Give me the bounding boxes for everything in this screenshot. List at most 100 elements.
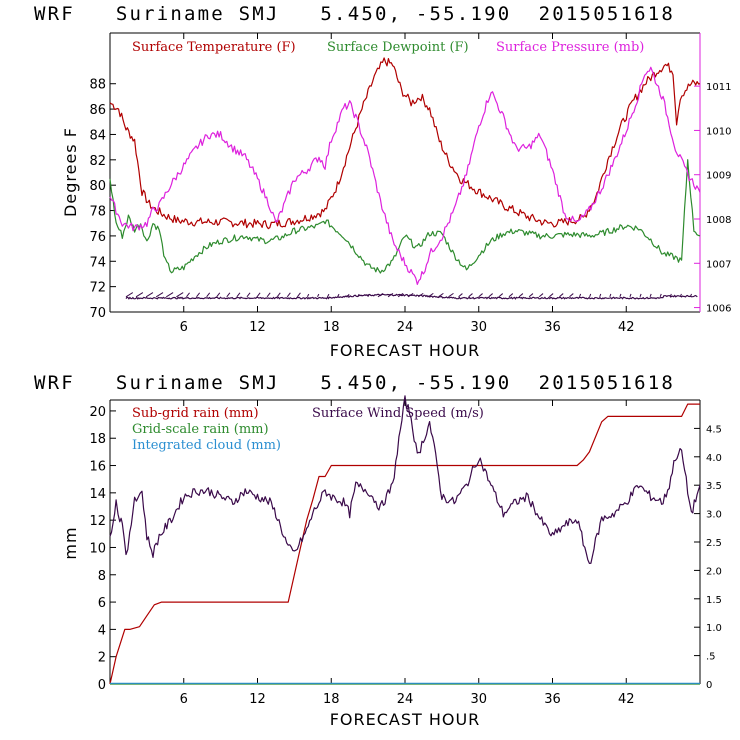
wind-barb bbox=[155, 292, 164, 298]
wind-barb bbox=[458, 293, 463, 298]
wind-barb bbox=[256, 292, 261, 298]
y2-tick-label: 1006 bbox=[706, 304, 731, 315]
wind-barb bbox=[518, 293, 524, 298]
y2-tick-label: 4.0 bbox=[706, 453, 722, 464]
wind-barb bbox=[135, 292, 144, 298]
wind-barb bbox=[599, 293, 602, 297]
wind-barb bbox=[468, 293, 473, 298]
y-tick-label: 16 bbox=[89, 460, 106, 475]
wind-barb bbox=[186, 292, 190, 298]
y-tick-label: 14 bbox=[89, 487, 106, 502]
series-sub-grid-rain-mm-line bbox=[109, 403, 700, 685]
wind-barb bbox=[639, 293, 642, 297]
legend-entry: Integrated cloud (mm) bbox=[132, 438, 281, 453]
x-tick-label: 24 bbox=[397, 692, 414, 707]
y-tick-label: 76 bbox=[89, 230, 106, 245]
x-tick-label: 18 bbox=[323, 692, 340, 707]
series-surface-temperature-f-line bbox=[109, 57, 701, 230]
x-tick-label: 42 bbox=[618, 692, 635, 707]
x-tick-label: 30 bbox=[470, 692, 487, 707]
y2-tick-label: 2.5 bbox=[706, 538, 722, 549]
x-tick-label: 18 bbox=[323, 320, 340, 335]
wind-barb bbox=[579, 293, 582, 297]
y-tick-label: 80 bbox=[89, 179, 106, 194]
chart-panel-2: 6 12 18 24 30 36 42024681012141618200.51.01.52… bbox=[61, 395, 722, 729]
y2-tick-label: 2.0 bbox=[706, 566, 722, 577]
wind-barb bbox=[609, 293, 612, 297]
wind-barb bbox=[659, 293, 662, 297]
y2-tick-label: 1010 bbox=[706, 126, 731, 137]
y-tick-label: 4 bbox=[98, 623, 106, 638]
wind-barb bbox=[226, 292, 231, 298]
x-tick-label: 6 bbox=[180, 320, 188, 335]
wind-barb bbox=[206, 292, 211, 298]
y-tick-label: 70 bbox=[89, 306, 106, 321]
y-tick-label: 20 bbox=[89, 405, 106, 420]
wind-barb bbox=[377, 292, 384, 298]
wind-barb bbox=[276, 292, 281, 298]
wind-barb bbox=[679, 293, 682, 297]
y2-tick-label: 1007 bbox=[706, 259, 731, 270]
wind-barb bbox=[689, 293, 692, 297]
y2-tick-label: 1.0 bbox=[706, 623, 722, 634]
x-axis-title: FORECAST HOUR bbox=[330, 341, 481, 360]
legend-entry: Sub-grid rain (mm) bbox=[132, 406, 259, 421]
wind-barb bbox=[438, 292, 444, 298]
wind-barb bbox=[337, 293, 340, 298]
y2-tick-label: 1009 bbox=[706, 171, 731, 182]
x-tick-label: 24 bbox=[397, 320, 414, 335]
y2-tick-label: .5 bbox=[706, 652, 716, 663]
wind-barb-shaft bbox=[125, 293, 698, 300]
wind-barb bbox=[266, 292, 271, 298]
y2-tick-label: 0 bbox=[706, 680, 712, 691]
x-tick-label: 6 bbox=[180, 692, 188, 707]
legend-entry: Surface Wind Speed (m/s) bbox=[312, 406, 484, 421]
x-axis-title: FORECAST HOUR bbox=[330, 710, 481, 729]
chart-panel-1: 6 12 18 24 30 36 42 70 72 74 76 78 80 82 84 86 88 1006 100… bbox=[61, 32, 731, 360]
wind-barb bbox=[498, 293, 504, 298]
series-surface-pressure-mb-line bbox=[109, 66, 701, 285]
x-tick-label: 30 bbox=[470, 320, 487, 335]
y-tick-label: 18 bbox=[89, 432, 106, 447]
legend-entry: Surface Dewpoint (F) bbox=[327, 40, 469, 55]
y2-tick-label: 1008 bbox=[706, 215, 731, 226]
wind-barb bbox=[559, 293, 564, 298]
y-tick-label: 82 bbox=[89, 154, 106, 169]
series-surface-dewpoint-f-line bbox=[109, 159, 701, 274]
wind-barb bbox=[538, 293, 544, 298]
y2-tick-label: 3.5 bbox=[706, 481, 722, 492]
y-tick-label: 12 bbox=[89, 514, 106, 529]
x-tick-label: 36 bbox=[544, 692, 561, 707]
y2-tick-label: 1011 bbox=[706, 82, 731, 93]
wind-barb bbox=[649, 293, 652, 297]
y2-tick-label: 4.5 bbox=[706, 424, 722, 435]
legend-entry: Surface Temperature (F) bbox=[132, 40, 296, 55]
y-tick-label: 8 bbox=[98, 569, 106, 584]
wind-barb bbox=[327, 293, 330, 298]
wind-barb bbox=[619, 293, 622, 297]
x-tick-label: 12 bbox=[249, 320, 266, 335]
y-tick-label: 88 bbox=[89, 78, 106, 93]
x-tick-label: 12 bbox=[249, 692, 266, 707]
wind-barb bbox=[508, 293, 514, 298]
y-tick-label: 2 bbox=[98, 651, 106, 666]
wind-barb bbox=[125, 292, 134, 298]
wind-barb bbox=[448, 292, 454, 298]
wind-barb bbox=[246, 292, 251, 298]
wind-barb bbox=[347, 293, 350, 298]
wind-barb bbox=[488, 293, 493, 298]
wind-barb bbox=[629, 293, 632, 297]
wind-barb bbox=[478, 293, 483, 298]
wind-barbs bbox=[125, 292, 698, 300]
wind-barb bbox=[236, 292, 241, 298]
x-tick-label: 36 bbox=[544, 320, 561, 335]
wind-barb bbox=[306, 293, 310, 298]
y-tick-label: 10 bbox=[89, 541, 106, 556]
wind-barb bbox=[145, 292, 154, 298]
y-axis-title: Degrees F bbox=[61, 127, 80, 217]
y-axis-title: mm bbox=[61, 526, 80, 559]
y-tick-label: 0 bbox=[98, 678, 106, 693]
chart-title-top: WRF Suriname SMJ 5.450, -55.190 20150516… bbox=[34, 3, 676, 25]
wind-barb bbox=[407, 292, 414, 298]
